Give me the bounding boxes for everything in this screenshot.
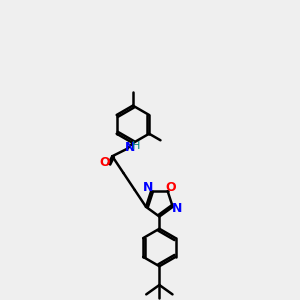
- Text: H: H: [131, 142, 140, 152]
- Text: N: N: [143, 181, 154, 194]
- Text: N: N: [125, 141, 135, 154]
- Text: O: O: [100, 156, 110, 169]
- Text: N: N: [172, 202, 182, 215]
- Text: O: O: [165, 181, 176, 194]
